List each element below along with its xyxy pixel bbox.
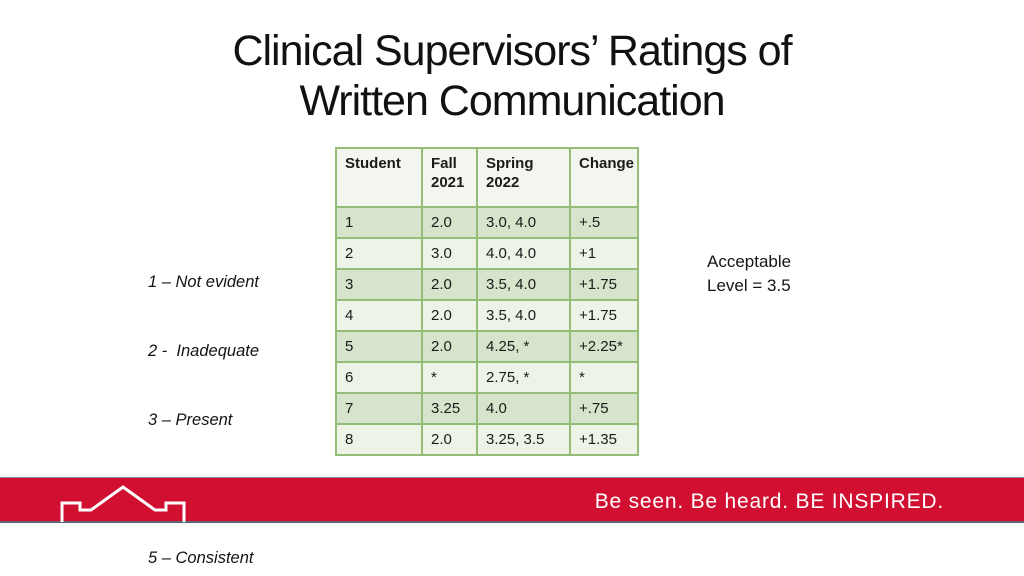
cell-change: +2.25* [569,330,639,363]
table-row: 5 2.0 4.25, * +2.25* [335,330,639,363]
cell-change: +.5 [569,206,639,239]
title-line-1: Clinical Supervisors’ Ratings of [232,27,792,75]
ratings-table-container: Student Fall 2021 Spring 2022 Change 1 2… [335,147,639,456]
table-row: 8 2.0 3.25, 3.5 +1.35 [335,423,639,456]
table-row: 7 3.25 4.0 +.75 [335,392,639,425]
table-row: 6 * 2.75, * * [335,361,639,394]
cell-student: 8 [335,423,423,456]
cell-fall: 2.0 [421,330,478,363]
table-row: 1 2.0 3.0, 4.0 +.5 [335,206,639,239]
cell-student: 5 [335,330,423,363]
cell-change: +1.75 [569,299,639,332]
acceptable-line-2: Level = 3.5 [707,275,791,295]
castle-logo-icon [60,485,186,522]
legend-item: 2 - Inadequate [148,342,260,360]
cell-fall: 2.0 [421,423,478,456]
cell-spring: 3.0, 4.0 [476,206,571,239]
acceptable-line-1: Acceptable [707,252,792,271]
title-line-2: Written Communication [299,77,725,125]
cell-spring: 4.0 [476,392,571,425]
cell-student: 4 [335,299,423,332]
table-header-row: Student Fall 2021 Spring 2022 Change [335,147,639,208]
cell-fall: * [421,361,478,394]
legend-item: 5 – Consistent [148,549,254,567]
cell-spring: 3.5, 4.0 [476,268,571,301]
cell-change: +.75 [569,392,639,425]
cell-student: 7 [335,392,423,425]
table-row: 2 3.0 4.0, 4.0 +1 [335,237,639,270]
cell-student: 3 [335,268,423,301]
cell-fall: 3.25 [421,392,478,425]
cell-fall: 3.0 [421,237,478,270]
table-row: 4 2.0 3.5, 4.0 +1.75 [335,299,639,332]
table-row: 3 2.0 3.5, 4.0 +1.75 [335,268,639,301]
footer-banner: Be seen. Be heard. BE INSPIRED. [0,477,1024,523]
cell-fall: 2.0 [421,299,478,332]
cell-spring: 3.25, 3.5 [476,423,571,456]
rating-scale-legend: 1 – Not evident 2 - Inadequate 3 – Prese… [148,225,262,576]
footer-tagline: Be seen. Be heard. BE INSPIRED. [594,490,944,513]
cell-change: +1.75 [569,268,639,301]
cell-student: 1 [335,206,423,239]
column-header-spring-2022: Spring 2022 [476,147,571,208]
slide-title: Clinical Supervisors’ Ratings of Written… [0,26,1024,126]
cell-change: * [569,361,639,394]
legend-item: 3 – Present [148,411,233,429]
cell-change: +1 [569,237,639,270]
cell-spring: 4.25, * [476,330,571,363]
acceptable-level-note: Acceptable Level = 3.5 [707,250,791,297]
cell-change: +1.35 [569,423,639,456]
cell-spring: 3.5, 4.0 [476,299,571,332]
cell-spring: 2.75, * [476,361,571,394]
legend-item: 1 – Not evident [148,273,259,291]
cell-fall: 2.0 [421,268,478,301]
ratings-table: Student Fall 2021 Spring 2022 Change 1 2… [335,147,639,456]
cell-spring: 4.0, 4.0 [476,237,571,270]
column-header-change: Change [569,147,639,208]
cell-fall: 2.0 [421,206,478,239]
cell-student: 6 [335,361,423,394]
column-header-student: Student [335,147,423,208]
cell-student: 2 [335,237,423,270]
column-header-fall-2021: Fall 2021 [421,147,478,208]
